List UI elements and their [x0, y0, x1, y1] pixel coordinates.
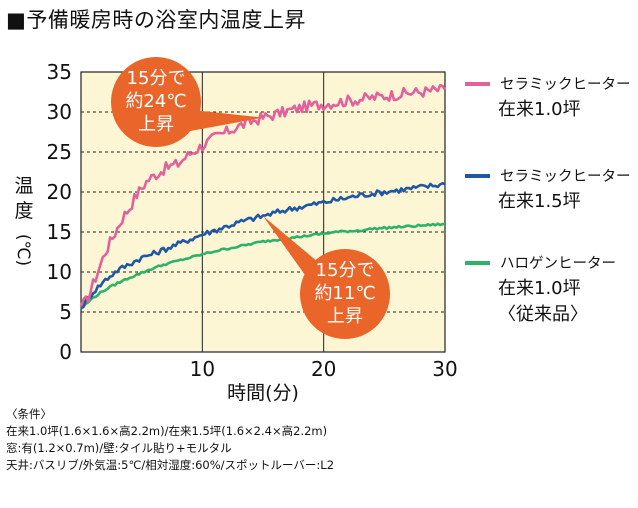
- y-axis-label-unit: (℃): [13, 234, 33, 266]
- y-tick-label: 25: [47, 140, 72, 164]
- y-tick-label: 30: [47, 100, 72, 124]
- annotation-text: 15分で: [127, 68, 186, 89]
- annotation-text: 約11℃: [314, 283, 375, 304]
- temperature-chart: 0 5 10 15 20 25 30 35 10 20 30 温度 (℃) 時間(分) セラミックヒ…: [13, 57, 631, 404]
- annotation-text: 約24℃: [125, 91, 186, 112]
- y-axis-label-char: 度: [14, 200, 33, 222]
- conditions-line: 在来1.0坪(1.6×1.6×高2.2m)/在来1.5坪(1.6×2.4×高2.…: [6, 424, 328, 438]
- annotation-pointer: [263, 216, 318, 275]
- x-tick-label: 10: [190, 357, 215, 381]
- conditions-line: 窓:有(1.2×0.7m)/壁:タイル貼り+モルタル: [6, 441, 232, 455]
- conditions-line: 天井:バスリブ/外気温:5℃/相対湿度:60%/スポットルーバー:L2: [6, 458, 335, 472]
- x-tick-label: 20: [311, 357, 336, 381]
- x-tick-labels: 10 20 30: [190, 357, 458, 381]
- series-line: [80, 182, 446, 310]
- annotation-text: 15分で: [316, 260, 375, 281]
- y-tick-label: 35: [47, 60, 72, 84]
- annotation-pointer: [185, 110, 263, 132]
- legend-label: 〈従来品〉: [498, 304, 588, 325]
- y-tick-label: 5: [59, 300, 72, 324]
- series-line: [79, 83, 447, 307]
- annotation-text: 上昇: [138, 114, 174, 135]
- legend-label: 在来1.0坪: [498, 278, 581, 299]
- legend-label: セラミックヒーター: [500, 76, 631, 93]
- y-tick-label: 20: [47, 180, 72, 204]
- legend-label: 在来1.0坪: [498, 99, 581, 120]
- annotation-circle: [111, 57, 201, 147]
- legend-label: 在来1.5坪: [498, 191, 581, 212]
- conditions-heading: 〈条件〉: [6, 407, 52, 421]
- y-tick-labels: 0 5 10 15 20 25 30 35: [47, 60, 72, 364]
- legend: セラミックヒーター在来1.0坪セラミックヒーター在来1.5坪ハロゲンヒーター在来…: [465, 76, 631, 325]
- y-tick-label: 10: [47, 260, 72, 284]
- chart-title: ■予備暖房時の浴室内温度上昇: [6, 8, 306, 32]
- x-axis-label: 時間(分): [227, 382, 299, 404]
- series-line: [80, 222, 446, 310]
- y-tick-label: 0: [59, 340, 72, 364]
- y-axis-label-char: 温: [14, 175, 33, 197]
- annotation-text: 上昇: [327, 306, 363, 327]
- legend-label: ハロゲンヒーター: [500, 255, 616, 272]
- x-tick-label: 30: [432, 357, 457, 381]
- annotation-circle: [300, 249, 390, 339]
- series-lines: [79, 83, 447, 310]
- y-axis-label: 温度 (℃): [13, 175, 34, 266]
- legend-label: セラミックヒーター: [500, 168, 631, 185]
- conditions-block: 〈条件〉在来1.0坪(1.6×1.6×高2.2m)/在来1.5坪(1.6×2.4…: [6, 406, 334, 474]
- y-tick-label: 15: [47, 220, 72, 244]
